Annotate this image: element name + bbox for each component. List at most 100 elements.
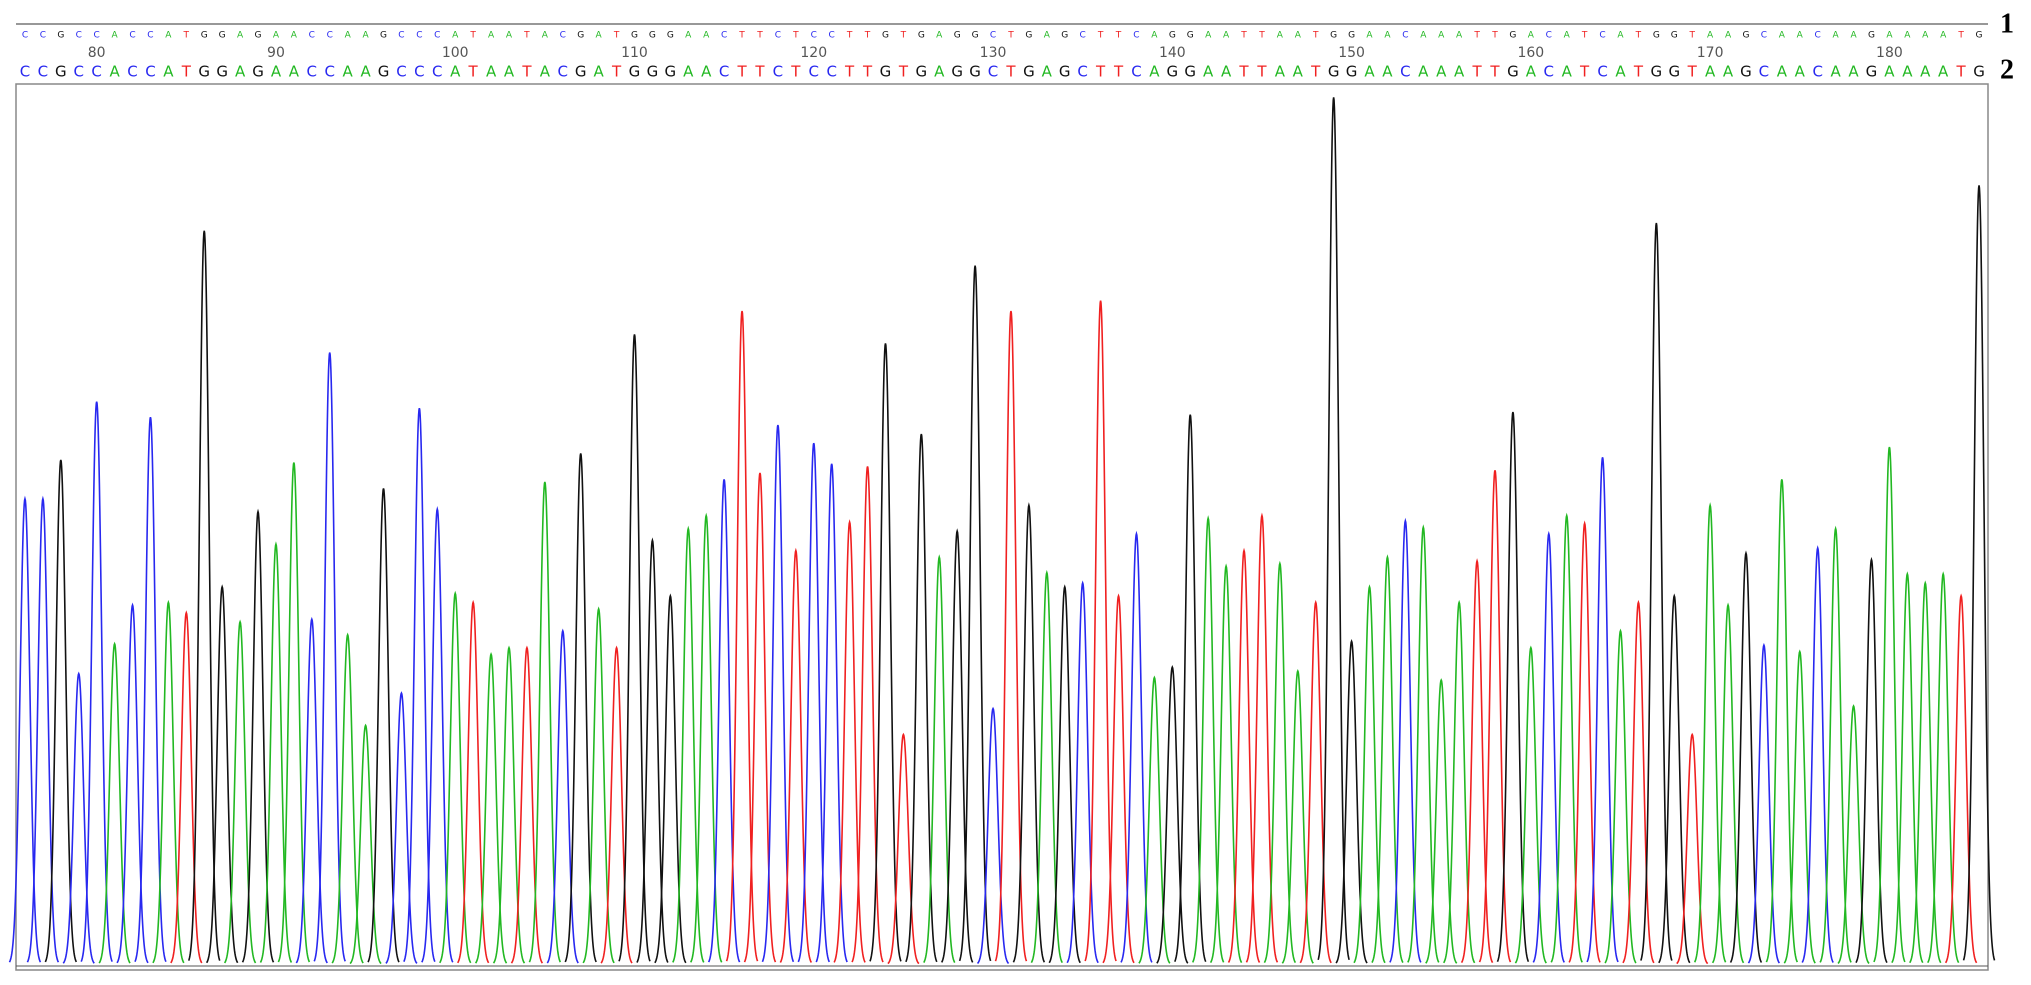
reference-base: A: [362, 31, 369, 41]
peak: [707, 479, 741, 963]
peak: [833, 519, 866, 963]
panel-label: 2: [2000, 54, 2014, 85]
called-base: G: [1166, 63, 1178, 81]
reference-base: A: [1151, 31, 1158, 41]
reference-base: G: [1187, 31, 1194, 41]
peak: [510, 645, 544, 964]
called-base: G: [55, 63, 67, 81]
reference-base: A: [596, 31, 603, 41]
called-base: A: [1884, 63, 1895, 81]
reference-base: C: [398, 31, 404, 41]
reference-base: G: [1348, 31, 1355, 41]
reference-base: A: [1904, 31, 1911, 41]
peak: [1048, 584, 1081, 964]
called-base: C: [127, 63, 137, 81]
x-tick-label: 110: [621, 45, 648, 61]
x-tick-label: 100: [442, 45, 469, 61]
reference-base: T: [1581, 31, 1588, 41]
peak: [1263, 560, 1297, 963]
peak: [1711, 602, 1745, 964]
reference-base: A: [936, 31, 943, 41]
reference-base: T: [1258, 31, 1265, 41]
peak: [797, 442, 830, 963]
peak: [1962, 185, 1996, 961]
reference-base: G: [57, 31, 64, 41]
peak: [779, 547, 813, 963]
called-base: C: [432, 63, 442, 81]
reference-base: A: [1564, 31, 1571, 41]
x-tick-label: 160: [1517, 45, 1544, 61]
peak: [672, 525, 705, 963]
called-base: A: [1615, 63, 1626, 81]
reference-base: A: [1922, 31, 1929, 41]
called-base: G: [1346, 63, 1358, 81]
peak: [1174, 414, 1207, 963]
peak: [1227, 547, 1261, 963]
called-base: A: [271, 63, 282, 81]
reference-base: T: [183, 31, 190, 41]
peak: [1729, 550, 1763, 963]
called-base: T: [1310, 63, 1321, 81]
reference-base: T: [1688, 31, 1695, 41]
peak: [1496, 411, 1530, 963]
reference-base: A: [237, 31, 244, 41]
called-base: T: [736, 63, 747, 81]
peak: [940, 528, 974, 963]
called-base: T: [844, 63, 855, 81]
called-base: C: [145, 63, 155, 81]
reference-base: G: [649, 31, 656, 41]
peak: [1012, 502, 1046, 963]
reference-base: A: [488, 31, 495, 41]
panel-label: 1: [2000, 8, 2014, 39]
reference-base: T: [792, 31, 799, 41]
peak: [223, 619, 257, 964]
reference-base: A: [1295, 31, 1302, 41]
called-base: G: [1866, 63, 1878, 81]
called-base: G: [1651, 63, 1663, 81]
called-base: A: [1705, 63, 1716, 81]
called-base: G: [198, 63, 210, 81]
peak: [815, 463, 848, 963]
reference-base: A: [1528, 31, 1535, 41]
reference-base: G: [1509, 31, 1516, 41]
peak: [976, 706, 1010, 965]
called-base: G: [216, 63, 228, 81]
peak: [80, 401, 113, 962]
called-base: A: [1454, 63, 1465, 81]
called-base: A: [701, 63, 712, 81]
reference-base: G: [219, 31, 226, 41]
reference-base: G: [1671, 31, 1678, 41]
peak: [1693, 502, 1727, 963]
called-base: A: [1848, 63, 1859, 81]
peak: [1281, 668, 1314, 964]
reference-base: C: [721, 31, 727, 41]
reference-base: G: [577, 31, 584, 41]
peak: [654, 593, 687, 964]
called-base: G: [1973, 63, 1985, 81]
called-base: A: [1902, 63, 1913, 81]
called-base: T: [1579, 63, 1590, 81]
reference-base: T: [846, 31, 853, 41]
x-tick-label: 90: [267, 45, 285, 61]
reference-base: C: [990, 31, 996, 41]
peak: [1765, 479, 1799, 963]
reference-base: T: [1473, 31, 1480, 41]
reference-base: G: [1025, 31, 1032, 41]
called-base: A: [540, 63, 551, 81]
called-base: C: [1759, 63, 1769, 81]
peak: [1855, 556, 1888, 963]
reference-base: A: [112, 31, 119, 41]
peak: [1353, 584, 1386, 964]
reference-base: C: [560, 31, 566, 41]
called-base: G: [916, 63, 928, 81]
called-base: A: [683, 63, 694, 81]
called-base: G: [665, 63, 677, 81]
reference-base: A: [1420, 31, 1427, 41]
peak: [1156, 665, 1189, 964]
called-base: A: [343, 63, 354, 81]
called-base: A: [360, 63, 371, 81]
called-base: C: [1131, 63, 1141, 81]
peak: [241, 508, 275, 963]
peak: [26, 495, 60, 963]
peak: [1550, 512, 1583, 963]
